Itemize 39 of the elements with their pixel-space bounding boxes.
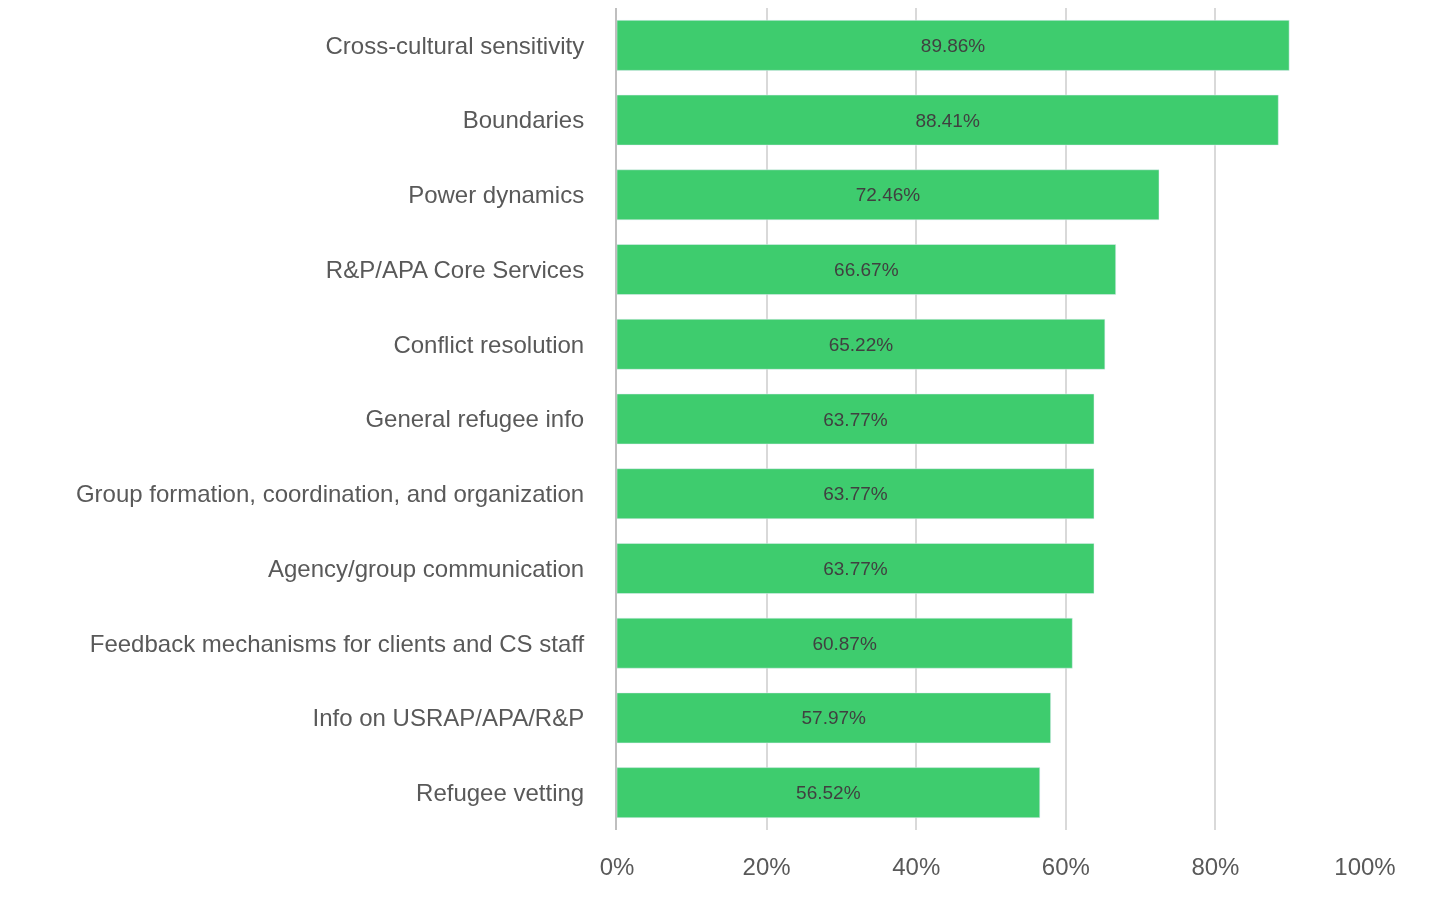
y-tick-label: Cross-cultural sensitivity	[325, 31, 585, 59]
bar	[617, 169, 1160, 221]
x-tick-label: 80%	[1191, 853, 1240, 880]
bar	[617, 244, 1116, 295]
x-tick-label: 60%	[1041, 853, 1090, 880]
y-tick-label: Refugee vetting	[416, 779, 585, 807]
data-label: 72.46%	[855, 184, 921, 206]
y-tick-label: Power dynamics	[408, 181, 585, 209]
bar	[617, 617, 1073, 669]
data-label: 66.67%	[834, 259, 899, 281]
x-tick-label: 100%	[1334, 853, 1396, 880]
data-label: 63.77%	[823, 408, 888, 430]
bar	[617, 393, 1095, 445]
data-label: 65.22%	[828, 333, 894, 355]
bar	[617, 692, 1051, 744]
bar	[617, 767, 1041, 818]
x-tick-label: 20%	[742, 853, 791, 880]
y-tick-label: Agency/group communication	[268, 554, 585, 582]
bar	[617, 94, 1279, 146]
bar	[617, 20, 1290, 71]
bar	[617, 543, 1095, 594]
y-tick-label: Conflict resolution	[393, 330, 585, 358]
x-tick-label: 0%	[599, 853, 635, 880]
data-label: 89.86%	[920, 34, 986, 56]
bar	[617, 318, 1106, 370]
y-tick-label: General refugee info	[365, 405, 585, 433]
x-tick-label: 40%	[892, 853, 941, 880]
bar	[617, 468, 1095, 520]
y-tick-label: Info on USRAP/APA/R&P	[312, 704, 585, 732]
y-tick-label: Boundaries	[462, 106, 585, 134]
data-label: 57.97%	[801, 707, 867, 729]
y-tick-label: Feedback mechanisms for clients and CS staff	[89, 629, 585, 657]
y-tick-label: R&P/APA Core Services	[325, 255, 585, 283]
data-label: 63.77%	[823, 483, 888, 505]
data-label: 60.87%	[812, 632, 877, 654]
y-tick-label: Group formation, coordination, and organization	[75, 480, 585, 508]
data-label: 88.41%	[915, 109, 980, 131]
data-label: 56.52%	[796, 782, 861, 804]
data-label: 63.77%	[823, 557, 888, 579]
